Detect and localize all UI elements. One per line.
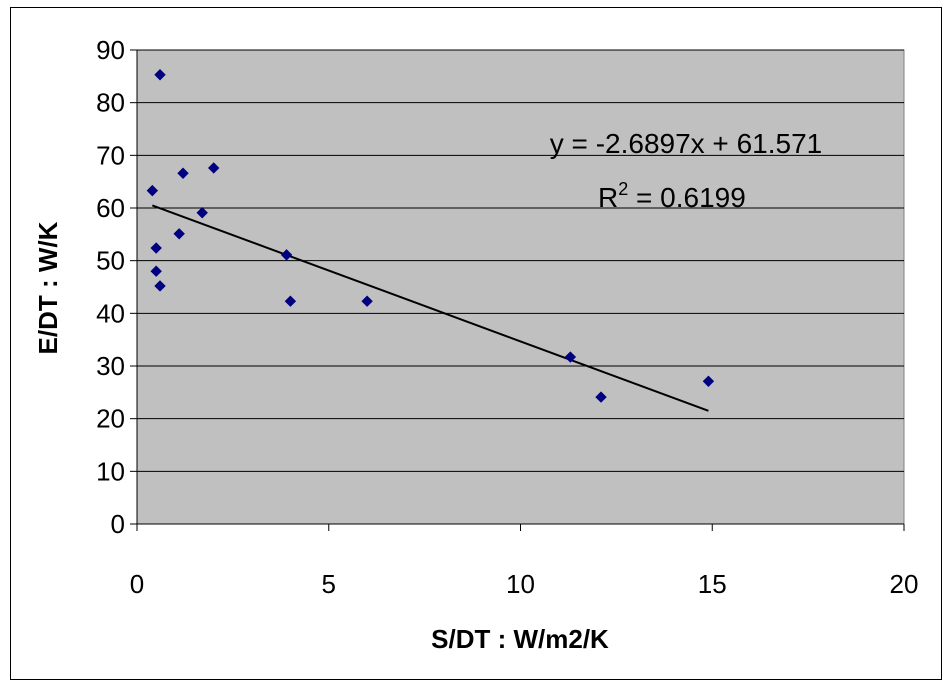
y-tick-label: 0 [111,509,125,539]
plot-area [136,49,905,525]
data-point [361,295,373,307]
axes [130,49,905,531]
x-tick-label: 20 [890,569,919,599]
data-point [150,242,162,254]
y-tick-label: 70 [96,140,125,170]
data-point [207,162,220,174]
y-axis-title: E/DT : W/K [33,221,63,354]
data-points [146,69,715,403]
y-tick-label: 60 [96,193,125,223]
y-tick-label: 30 [96,351,125,381]
data-point [177,167,189,179]
r-squared-value: = 0.6199 [628,182,746,213]
y-tick-label: 10 [96,456,125,486]
y-tick-label: 80 [96,88,125,118]
y-tick-labels: 0 10 20 30 40 50 60 70 80 90 [96,35,125,539]
r-squared-label: R2 = 0.6199 [598,179,746,213]
y-tick-label: 50 [96,246,125,276]
data-point [154,69,166,81]
data-point [280,249,293,261]
data-point [154,280,166,292]
x-tick-label: 0 [130,569,144,599]
data-point [173,228,185,240]
r-squared-prefix: R [598,182,618,213]
y-tick-label: 20 [96,404,125,434]
data-point [146,184,159,197]
gridlines [137,49,904,472]
y-tick-label: 40 [96,298,125,328]
trendline-equation: y = -2.6897x + 61.571 [550,128,822,159]
x-tick-label: 15 [698,569,727,599]
x-tick-label: 10 [506,569,535,599]
data-point [564,351,577,363]
data-point [702,375,715,387]
x-tick-labels: 0 5 10 15 20 [130,569,919,599]
x-tick-label: 5 [322,569,336,599]
data-point [150,265,162,277]
trendline [151,204,709,412]
y-tick-label: 90 [96,35,125,65]
r-squared-superscript: 2 [618,179,628,199]
trendline-group [151,204,709,412]
x-axis-title: S/DT : W/m2/K [431,624,609,654]
data-point [196,207,208,219]
data-point [284,295,297,307]
data-point [595,391,607,403]
